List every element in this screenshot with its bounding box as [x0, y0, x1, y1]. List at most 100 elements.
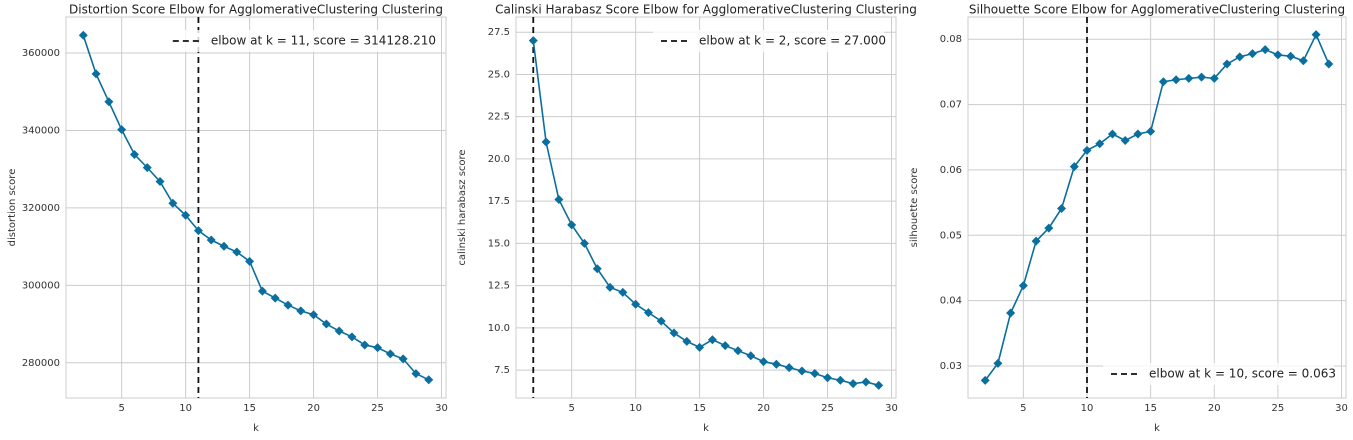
x-tick-label: 25 [821, 403, 834, 414]
chart-title: Silhouette Score Elbow for Agglomerative… [969, 3, 1345, 17]
marker [1133, 129, 1143, 139]
marker [232, 247, 242, 257]
marker [321, 319, 331, 329]
marker [682, 336, 692, 346]
y-tick-label: 0.03 [940, 361, 962, 372]
y-tick-label: 0.06 [940, 165, 962, 176]
marker [117, 125, 127, 135]
marker [605, 282, 615, 292]
marker [592, 264, 602, 274]
y-tick-label: 0.07 [940, 100, 962, 111]
x-tick-label: 10 [629, 403, 642, 414]
marker [823, 373, 833, 383]
marker [1095, 139, 1105, 149]
marker [848, 379, 858, 389]
marker [746, 351, 756, 361]
x-tick-label: 20 [307, 403, 320, 414]
marker [656, 316, 666, 326]
marker [360, 340, 370, 350]
x-tick-label: 20 [757, 403, 770, 414]
marker [181, 210, 191, 220]
marker [78, 30, 88, 40]
marker [424, 375, 434, 385]
marker [733, 346, 743, 356]
x-tick-label: 15 [1144, 403, 1157, 414]
marker [980, 375, 990, 385]
marker [810, 369, 820, 379]
y-tick-label: 22.5 [488, 112, 510, 123]
marker [993, 358, 1003, 368]
y-axis-label: distortion score [7, 169, 18, 247]
legend-box [164, 30, 434, 52]
marker [631, 299, 641, 309]
marker [1273, 50, 1283, 60]
y-tick-label: 12.5 [488, 281, 510, 292]
marker [554, 194, 564, 204]
marker [91, 69, 101, 79]
marker [1171, 75, 1181, 85]
x-tick-label: 20 [1208, 403, 1221, 414]
plot-area [967, 16, 1347, 399]
marker [1209, 73, 1219, 83]
y-tick-label: 10.0 [488, 323, 510, 334]
x-tick-label: 5 [118, 403, 124, 414]
marker [283, 300, 293, 310]
marker [168, 198, 178, 208]
marker [720, 341, 730, 351]
marker [142, 163, 152, 173]
series-line [532, 40, 879, 387]
marker [129, 149, 139, 159]
legend-label: elbow at k = 10, score = 0.063 [1149, 367, 1336, 381]
marker [1018, 281, 1028, 291]
marker [861, 377, 871, 387]
marker [1082, 145, 1092, 155]
marker [257, 286, 267, 296]
marker [398, 354, 408, 364]
marker [1235, 52, 1245, 62]
x-axis-label: k [253, 423, 259, 434]
plot-area [515, 16, 897, 399]
marker [193, 226, 203, 236]
marker [1031, 236, 1041, 246]
y-tick-label: 0.05 [940, 230, 962, 241]
marker [1260, 45, 1270, 55]
marker [1006, 308, 1016, 318]
marker [1197, 72, 1207, 82]
chart-title: Distortion Score Elbow for Agglomerative… [69, 3, 443, 17]
marker [1069, 162, 1079, 172]
marker [1146, 126, 1156, 136]
marker [579, 238, 589, 248]
y-tick-label: 0.08 [940, 34, 962, 45]
x-tick-label: 5 [568, 403, 574, 414]
marker [296, 306, 306, 316]
legend: elbow at k = 11, score = 314128.210 [164, 30, 436, 52]
marker [1107, 129, 1117, 139]
x-tick-label: 30 [1335, 403, 1348, 414]
marker [1247, 49, 1257, 59]
legend: elbow at k = 10, score = 0.063 [1103, 363, 1336, 385]
x-tick-label: 30 [435, 403, 448, 414]
x-tick-label: 15 [693, 403, 706, 414]
x-tick-label: 15 [243, 403, 256, 414]
marker [1057, 203, 1067, 213]
marker [707, 335, 717, 345]
legend-box [1103, 363, 1334, 385]
y-tick-label: 17.5 [488, 196, 510, 207]
marker [155, 177, 165, 187]
marker [1044, 223, 1054, 233]
y-tick-label: 300000 [22, 280, 60, 291]
marker [528, 36, 538, 46]
marker [1298, 56, 1308, 66]
marker [695, 342, 705, 352]
y-tick-label: 20.0 [488, 154, 510, 165]
x-axis-label: k [703, 423, 709, 434]
marker [759, 357, 769, 367]
marker [373, 343, 383, 353]
x-axis-label: k [1154, 423, 1160, 434]
marker [206, 235, 216, 245]
marker [618, 287, 628, 297]
marker [385, 349, 395, 359]
y-tick-label: 25.0 [488, 69, 510, 80]
y-tick-label: 7.5 [494, 365, 510, 376]
x-tick-label: 30 [885, 403, 898, 414]
